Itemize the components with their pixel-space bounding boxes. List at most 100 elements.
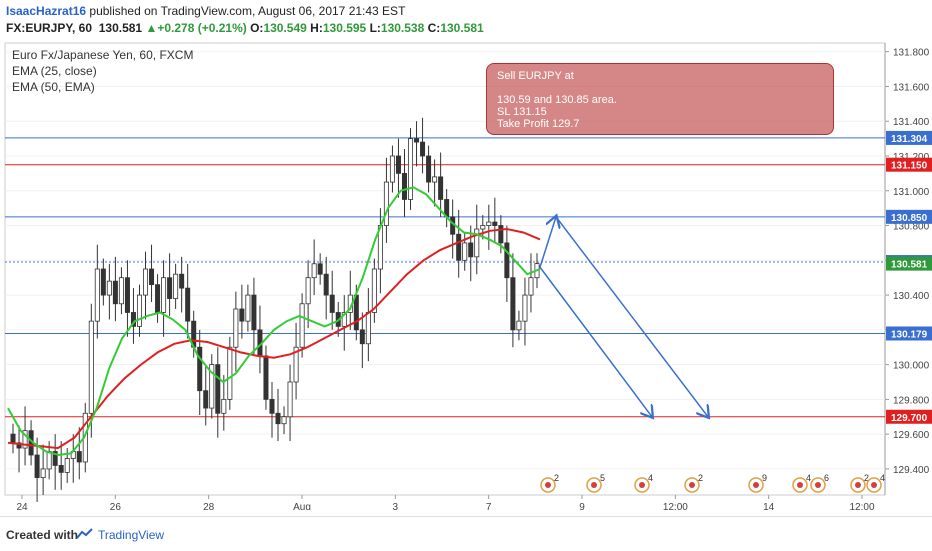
level-label: 129.700 bbox=[891, 413, 928, 424]
candle-body bbox=[269, 398, 275, 414]
ema25-line bbox=[7, 186, 541, 457]
tradingview-logo-icon bbox=[76, 528, 93, 539]
candle-body bbox=[468, 242, 474, 258]
close-value: 130.581 bbox=[440, 21, 484, 35]
candle-body bbox=[130, 312, 136, 327]
candle-body bbox=[22, 430, 28, 449]
level-label: 131.304 bbox=[891, 134, 928, 145]
candle-body bbox=[263, 355, 269, 400]
event-icon-dot bbox=[545, 482, 551, 488]
candle-body bbox=[359, 329, 365, 345]
event-icon-dot bbox=[753, 482, 759, 488]
x-tick-label: 24 bbox=[16, 502, 28, 510]
level-label-bg bbox=[886, 130, 932, 145]
x-tick-label: 26 bbox=[110, 502, 122, 510]
candle-body bbox=[124, 277, 130, 313]
candle-body bbox=[221, 398, 227, 414]
candle-body bbox=[215, 364, 221, 414]
event-icons[interactable]: 2 5 4 2 9 4 6 2 4 bbox=[540, 473, 885, 493]
arrow-up-leg bbox=[539, 217, 556, 268]
candle-body bbox=[432, 176, 438, 183]
event-count: 5 bbox=[600, 473, 605, 483]
candle-body bbox=[528, 277, 534, 296]
candle-body bbox=[239, 308, 245, 322]
candle-body bbox=[203, 390, 209, 409]
candle-body bbox=[474, 228, 480, 258]
level-label-bg bbox=[886, 209, 932, 224]
legend-instrument: Euro Fx/Japanese Yen, 60, FXCM bbox=[12, 48, 194, 62]
arrow-direct-leg bbox=[539, 266, 652, 417]
candle-body bbox=[227, 346, 233, 400]
callout-line: SL 131.15 bbox=[497, 106, 547, 118]
event-count: 2 bbox=[554, 473, 559, 483]
y-tick-label: 131.400 bbox=[893, 117, 930, 128]
candle-body bbox=[456, 233, 462, 261]
candle-body bbox=[34, 454, 40, 479]
candle-body bbox=[420, 141, 426, 157]
candle-body bbox=[383, 181, 389, 226]
event-count: 4 bbox=[880, 473, 885, 483]
candle-body bbox=[389, 155, 395, 183]
author-link[interactable]: IsaacHazrat16 bbox=[6, 4, 87, 18]
trade-callout[interactable]: Sell EURJPY at 130.59 and 130.85 area. S… bbox=[486, 63, 834, 135]
candle-body bbox=[155, 284, 161, 313]
level-label-bg bbox=[886, 256, 932, 271]
candle-body bbox=[173, 273, 179, 299]
event-icon-dot bbox=[871, 482, 877, 488]
candle-body bbox=[299, 303, 305, 348]
footer: Created with TradingView bbox=[0, 516, 932, 551]
candle-body bbox=[179, 273, 185, 289]
candle-body bbox=[40, 468, 46, 479]
candle-body bbox=[401, 172, 407, 200]
x-axis-ticks: 24 26 28 Aug 3 7 9 12:00 14 12:00 bbox=[16, 495, 875, 513]
callout-line: Sell EURJPY at bbox=[497, 70, 574, 82]
y-tick-label: 129.400 bbox=[893, 465, 930, 476]
event-count: 4 bbox=[648, 473, 653, 483]
candle-body bbox=[353, 294, 359, 331]
candle-body bbox=[317, 263, 323, 275]
candle-body bbox=[426, 155, 432, 183]
candle-body bbox=[395, 155, 401, 174]
candle-body bbox=[371, 268, 377, 313]
candle-body bbox=[118, 277, 124, 305]
event-count: 2 bbox=[698, 473, 703, 483]
level-label-bg bbox=[886, 326, 932, 341]
x-tick-label: 9 bbox=[579, 502, 585, 510]
y-tick-label: 130.000 bbox=[893, 361, 930, 372]
x-tick-label: 7 bbox=[486, 502, 492, 510]
candle-body bbox=[492, 221, 498, 226]
candle-body bbox=[64, 458, 70, 473]
legend-ema25: EMA (25, close) bbox=[12, 64, 97, 78]
candle-body bbox=[293, 346, 299, 383]
candle-body bbox=[504, 242, 510, 279]
x-tick-label: Aug bbox=[293, 502, 311, 510]
candle-body bbox=[365, 312, 371, 345]
candle-body bbox=[438, 176, 444, 200]
candle-body bbox=[275, 412, 281, 425]
tradingview-link[interactable]: TradingView bbox=[98, 528, 165, 542]
candle-body bbox=[305, 277, 311, 305]
x-tick-label: 28 bbox=[203, 502, 215, 510]
y-tick-label: 130.800 bbox=[893, 222, 930, 233]
callout-line bbox=[497, 82, 823, 94]
event-icon-dot bbox=[591, 482, 597, 488]
event-icon-dot bbox=[815, 482, 821, 488]
x-tick-label: 12:00 bbox=[849, 502, 874, 510]
candle-body bbox=[52, 451, 58, 466]
candle-body bbox=[112, 280, 118, 305]
event-icon-dot bbox=[797, 482, 803, 488]
candle-body bbox=[76, 451, 82, 463]
change-value: +0.278 (+0.21%) bbox=[157, 21, 247, 35]
callout-line: 130.59 and 130.85 area. bbox=[497, 94, 617, 106]
candle-body bbox=[245, 294, 251, 322]
candle-body bbox=[522, 294, 528, 322]
candle-body bbox=[185, 287, 191, 322]
open-value: 130.549 bbox=[263, 21, 307, 35]
horizontal-levels bbox=[5, 137, 885, 418]
candle-body bbox=[161, 277, 167, 313]
event-count: 4 bbox=[806, 473, 811, 483]
candle-body bbox=[510, 277, 516, 331]
candle-body bbox=[94, 268, 100, 322]
candle-body bbox=[209, 364, 215, 409]
publish-text: published on TradingView.com, August 06,… bbox=[86, 4, 406, 18]
